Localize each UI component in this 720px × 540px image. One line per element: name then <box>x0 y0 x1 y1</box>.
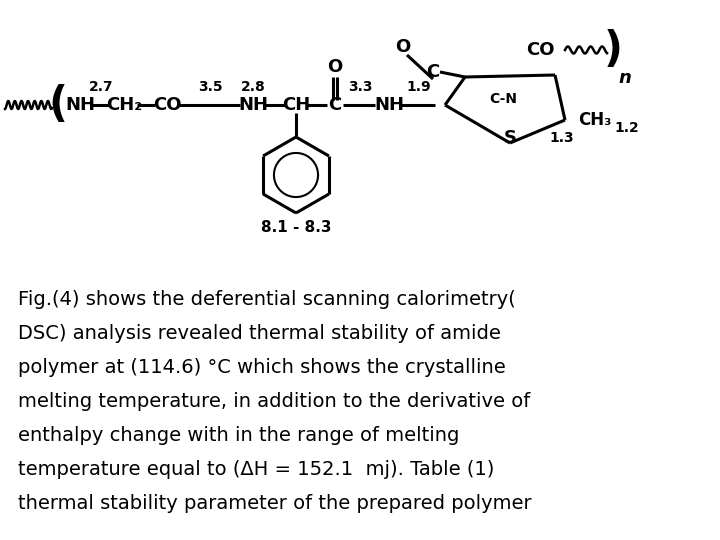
Text: CH₂: CH₂ <box>106 96 142 114</box>
Text: 2.7: 2.7 <box>89 80 113 94</box>
Text: 1.9: 1.9 <box>407 80 431 94</box>
Text: 1.3: 1.3 <box>549 131 575 145</box>
Text: NH: NH <box>65 96 95 114</box>
Text: DSC) analysis revealed thermal stability of amide: DSC) analysis revealed thermal stability… <box>18 324 501 343</box>
Text: C: C <box>426 63 440 81</box>
Text: C: C <box>328 96 341 114</box>
Text: temperature equal to (ΔH = 152.1  mj). Table (1): temperature equal to (ΔH = 152.1 mj). Ta… <box>18 460 495 479</box>
Text: melting temperature, in addition to the derivative of: melting temperature, in addition to the … <box>18 392 530 411</box>
Text: Fig.(4) shows the deferential scanning calorimetry(: Fig.(4) shows the deferential scanning c… <box>18 290 516 309</box>
Text: 3.3: 3.3 <box>348 80 372 94</box>
Text: CH₃: CH₃ <box>578 111 612 129</box>
Text: CO: CO <box>526 41 554 59</box>
Text: CO: CO <box>153 96 181 114</box>
Text: O: O <box>395 38 410 56</box>
Text: 2.8: 2.8 <box>240 80 266 94</box>
Text: thermal stability parameter of the prepared polymer: thermal stability parameter of the prepa… <box>18 494 531 513</box>
Text: CH: CH <box>282 96 310 114</box>
Text: O: O <box>328 58 343 76</box>
Text: ): ) <box>603 29 623 71</box>
Text: 1.2: 1.2 <box>615 121 639 135</box>
Text: 8.1 - 8.3: 8.1 - 8.3 <box>261 220 331 235</box>
Text: S: S <box>503 129 516 147</box>
Text: polymer at (114.6) °C which shows the crystalline: polymer at (114.6) °C which shows the cr… <box>18 358 505 377</box>
Text: NH: NH <box>238 96 268 114</box>
Text: (: ( <box>48 84 68 126</box>
Text: C-N: C-N <box>489 92 517 106</box>
Text: n: n <box>618 69 631 87</box>
Text: 3.5: 3.5 <box>198 80 222 94</box>
Text: NH: NH <box>374 96 404 114</box>
Text: enthalpy change with in the range of melting: enthalpy change with in the range of mel… <box>18 426 459 445</box>
